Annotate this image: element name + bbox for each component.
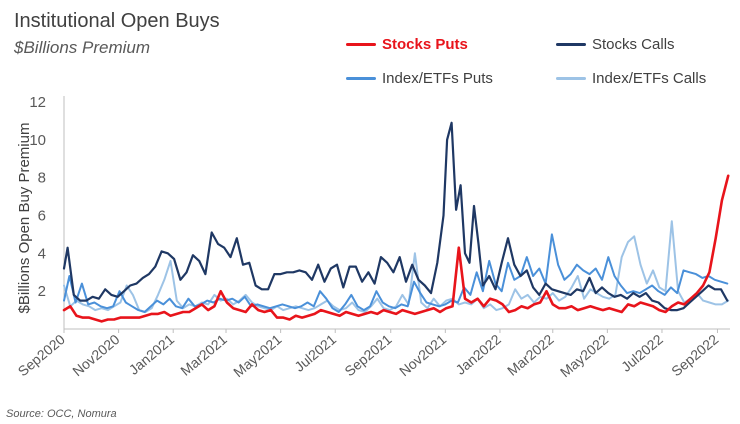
- x-tick-label: Jan2022: [452, 331, 504, 378]
- x-tick-label: Jul2022: [618, 331, 666, 375]
- x-tick-label: Jan2021: [126, 331, 178, 378]
- y-tick-label: 10: [29, 132, 46, 149]
- legend-label: Index/ETFs Puts: [382, 70, 493, 87]
- x-tick-label: Sep2022: [668, 331, 721, 379]
- legend-swatch: [556, 77, 586, 80]
- y-axis-label: $Billions Open Buy Premium: [16, 123, 33, 314]
- series-line-stocks-calls: [62, 121, 729, 312]
- series-line-stocks-puts: [62, 174, 730, 323]
- x-tick-label: May2022: [557, 331, 612, 380]
- chart-title: Institutional Open Buys: [14, 10, 220, 32]
- series-lines: [62, 121, 730, 323]
- y-tick-label: 6: [38, 208, 46, 225]
- legend-item-stocks-calls: Stocks Calls: [556, 36, 675, 53]
- y-tick-label: 12: [29, 94, 46, 111]
- series-line-index-etfs-puts: [63, 233, 729, 313]
- legend-item-index-etfs-puts: Index/ETFs Puts: [346, 70, 493, 87]
- legend-swatch: [346, 43, 376, 46]
- axes: [63, 96, 730, 330]
- legend-swatch: [346, 77, 376, 80]
- x-tick-label: Mar2021: [177, 331, 230, 379]
- x-tick-label: Sep2021: [341, 331, 394, 379]
- legend-item-stocks-puts: Stocks Puts: [346, 36, 468, 53]
- legend-label: Stocks Puts: [382, 36, 468, 53]
- x-tick-label: May2021: [230, 331, 285, 380]
- y-tick-label: 4: [38, 245, 46, 262]
- legend-label: Stocks Calls: [592, 36, 675, 53]
- x-tick-label: Jul2021: [291, 331, 339, 375]
- y-axis-ticks: 2 4 6 8 10 12: [29, 94, 46, 300]
- chart-subtitle: $Billions Premium: [14, 38, 151, 57]
- legend-item-index-etfs-calls: Index/ETFs Calls: [556, 70, 706, 87]
- x-tick-label: Sep2020: [15, 331, 68, 379]
- x-tick-label: Nov2020: [69, 331, 122, 379]
- legend-swatch: [556, 43, 586, 46]
- x-tick-label: Mar2022: [504, 331, 557, 379]
- y-tick-label: 2: [38, 283, 46, 300]
- legend-label: Index/ETFs Calls: [592, 70, 707, 87]
- x-tick-label: Nov2021: [396, 331, 449, 379]
- x-axis-ticks: Sep2020 Nov2020 Jan2021 Mar2021 May2021 Jul20…: [15, 329, 722, 380]
- y-tick-label: 8: [38, 170, 46, 187]
- source-note: Source: OCC, Nomura: [6, 408, 117, 420]
